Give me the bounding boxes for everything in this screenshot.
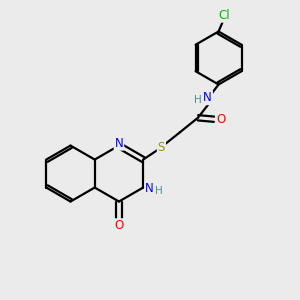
- Text: N: N: [203, 91, 212, 104]
- Text: H: H: [194, 95, 202, 105]
- Text: O: O: [114, 219, 124, 232]
- Text: Cl: Cl: [219, 9, 230, 22]
- Text: H: H: [155, 186, 163, 196]
- Text: N: N: [115, 137, 123, 150]
- Text: N: N: [145, 182, 154, 195]
- Text: S: S: [158, 141, 165, 154]
- Text: O: O: [216, 113, 225, 126]
